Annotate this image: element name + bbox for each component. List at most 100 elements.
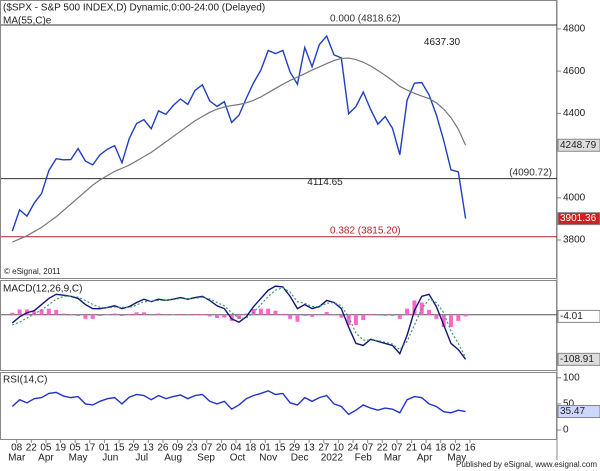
month-label: Oct [230, 453, 246, 464]
histogram-bar [112, 313, 117, 315]
x-tick-label: 04 [230, 443, 242, 454]
month-label: Apr [417, 453, 433, 464]
x-tick-label: 26 [157, 443, 169, 454]
histogram-bar [127, 313, 132, 315]
value-box [557, 352, 600, 366]
histogram-bar [134, 312, 139, 315]
value-box-label: 4248.79 [560, 140, 597, 151]
histogram-bar [434, 314, 439, 319]
series-line [11, 390, 466, 416]
histogram-bar [448, 314, 453, 328]
x-tick-label: 29 [289, 443, 301, 454]
x-tick-label: 22 [377, 443, 389, 454]
histogram-bar [463, 314, 468, 317]
x-tick-label: 17 [84, 443, 96, 454]
histogram-bar [368, 313, 373, 315]
y-tick-label: 100 [563, 372, 580, 383]
histogram-bar [207, 314, 212, 317]
histogram-bar [317, 314, 322, 316]
histogram-bar [266, 308, 271, 315]
ma-legend: MA(55,C)e [3, 16, 52, 27]
x-tick-label: 29 [128, 443, 140, 454]
value-box-label: 35.47 [560, 406, 585, 417]
x-tick-label: 01 [260, 443, 272, 454]
annotation: 4637.30 [424, 37, 461, 48]
histogram-bar [32, 311, 37, 315]
value-box-label: -4.01 [560, 311, 583, 322]
y-tick-label: 4600 [563, 66, 586, 77]
histogram-bar [361, 314, 366, 321]
series-line [12, 287, 467, 358]
chart-title: ($SPX - S&P 500 INDEX,D) Dynamic,0:00-24… [3, 3, 265, 14]
histogram-bar [302, 314, 307, 316]
month-label: May [447, 453, 466, 464]
x-tick-label: 05 [70, 443, 82, 454]
histogram-bar [222, 314, 227, 318]
histogram-bar [39, 309, 44, 315]
histogram-bar [90, 314, 95, 319]
histogram-bar [193, 313, 198, 315]
histogram-bar [332, 314, 337, 316]
value-box [557, 405, 600, 419]
histogram-bar [375, 314, 380, 316]
histogram-bar [412, 300, 417, 315]
month-label: Jun [102, 453, 118, 464]
x-tick-label: 02 [450, 443, 462, 454]
x-tick-label: 04 [421, 443, 433, 454]
month-label: Feb [355, 453, 373, 464]
histogram-bar [383, 314, 388, 316]
histogram-bar [427, 309, 432, 315]
month-label: 2022 [321, 453, 344, 464]
watermark: © eSignal, 2011 [4, 267, 61, 276]
x-tick-label: 19 [55, 443, 67, 454]
histogram-bar [54, 309, 59, 315]
histogram-bar [258, 308, 263, 315]
histogram-bar [46, 308, 51, 315]
x-tick-label: 15 [113, 443, 125, 454]
histogram-bar [288, 314, 293, 319]
month-label: Apr [38, 453, 54, 464]
y-tick-label: 0 [563, 425, 569, 436]
level-label: 0.382 (3815.20) [330, 225, 401, 236]
x-tick-label: 23 [187, 443, 199, 454]
histogram-bar [324, 311, 329, 315]
y-tick-label: 3800 [563, 235, 586, 246]
x-tick-label: 05 [40, 443, 52, 454]
x-tick-label: 07 [391, 443, 403, 454]
month-label: Jul [135, 453, 148, 464]
histogram-bar [17, 309, 22, 315]
histogram-bar [441, 314, 446, 328]
x-tick-label: 09 [172, 443, 184, 454]
x-tick-label: 18 [435, 443, 447, 454]
histogram-bar [353, 314, 358, 325]
histogram-bar [98, 314, 103, 316]
y-tick-label: 4800 [563, 24, 586, 35]
y-tick-label: 4000 [563, 192, 586, 203]
x-tick-label: 07 [362, 443, 374, 454]
month-label: Dec [291, 453, 309, 464]
x-tick-label: 13 [143, 443, 155, 454]
histogram-bar [163, 314, 168, 316]
x-tick-label: 20 [216, 443, 228, 454]
histogram-bar [149, 314, 154, 316]
histogram-bar [156, 313, 161, 315]
value-box-label: -108.91 [560, 354, 594, 365]
series-line [11, 34, 467, 232]
histogram-bar [105, 314, 110, 315]
histogram-bar [390, 314, 395, 316]
histogram-bar [171, 314, 176, 315]
histogram-bar [68, 314, 73, 316]
x-tick-label: 15 [274, 443, 286, 454]
x-tick-label: 01 [99, 443, 111, 454]
x-tick-label: 22 [26, 443, 38, 454]
annotation: 4114.65 [307, 177, 343, 188]
x-tick-label: 08 [11, 443, 23, 454]
histogram-bar [456, 314, 461, 321]
month-label: Mar [8, 453, 26, 464]
histogram-bar [339, 314, 344, 318]
x-tick-label: 21 [406, 443, 418, 454]
histogram-bar [185, 314, 190, 316]
macd-title: MACD(12,26,9,C) [3, 284, 82, 295]
